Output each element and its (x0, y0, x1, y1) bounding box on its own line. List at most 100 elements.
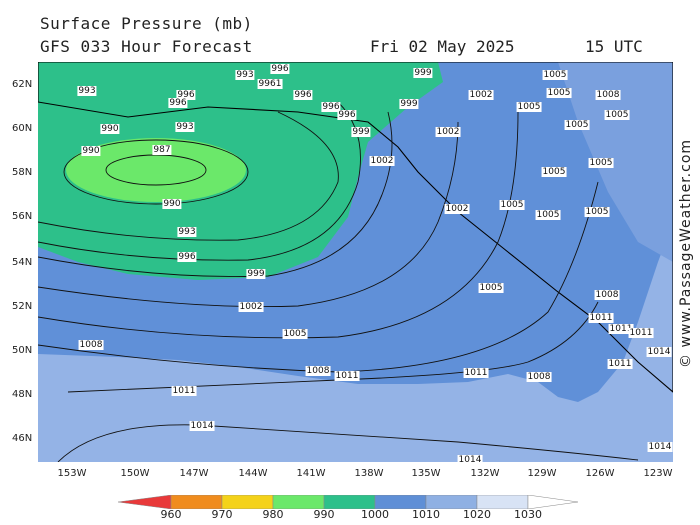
low-pressure-core (66, 138, 246, 202)
pressure-band-east (558, 62, 673, 262)
lat-label: 54N (12, 257, 33, 268)
legend-label: 970 (211, 508, 233, 521)
legend-swatch (170, 494, 223, 510)
legend-label: 990 (313, 508, 335, 521)
isobar-label: 1014 (646, 347, 672, 357)
isobar-label: 1005 (516, 102, 542, 112)
lon-label: 141W (296, 468, 326, 479)
isobar-label: 1005 (282, 329, 308, 339)
isobar-1011 (67, 301, 599, 393)
isobar-label: 1002 (435, 127, 461, 137)
isobar-996 (38, 101, 361, 261)
lon-label: 126W (585, 468, 615, 479)
isobar-label: 1014 (457, 455, 483, 462)
isobar-label: 1005 (604, 110, 630, 120)
isobar-label: 1011 (171, 386, 197, 396)
isobar-label: 1005 (542, 70, 568, 80)
isobar-label: 1008 (595, 90, 621, 100)
lon-label: 129W (527, 468, 557, 479)
isobar-1008 (38, 181, 599, 373)
isobar-label: 996 (337, 110, 357, 120)
legend-swatch (323, 494, 376, 510)
isobar-label: 1005 (546, 88, 572, 98)
lat-label: 56N (12, 211, 33, 222)
legend-swatch (374, 494, 427, 510)
isobar-label: 993 (235, 70, 255, 80)
legend-label: 1030 (514, 508, 542, 521)
isobar-label: 9961 (257, 79, 283, 89)
legend-swatch (425, 494, 478, 510)
isobar-label: 993 (77, 86, 97, 96)
legend-swatch (527, 494, 579, 510)
legend-bar (117, 494, 579, 510)
legend-swatch (221, 494, 274, 510)
isobar-label: 1014 (189, 421, 215, 431)
isobar-label: 1011 (607, 359, 633, 369)
isobar-label: 999 (413, 68, 433, 78)
lat-label: 52N (12, 301, 33, 312)
isobar-label: 999 (351, 127, 371, 137)
isobar-label: 1005 (584, 207, 610, 217)
isobar-990 (63, 139, 249, 205)
isobar-label: 990 (100, 124, 120, 134)
isobar-label: 1014 (647, 442, 673, 452)
lat-label: 62N (12, 79, 33, 90)
legend-label: 1020 (463, 508, 491, 521)
isobar-993 (38, 111, 339, 241)
lat-label: 50N (12, 345, 33, 356)
map-subtitle: GFS 033 Hour Forecast (40, 37, 253, 56)
pressure-map[interactable]: 987 990 993 996 999 1002 1005 1008 1008 1011 1011 1… (38, 62, 673, 462)
isobar-label: 993 (177, 227, 197, 237)
lon-label: 132W (470, 468, 500, 479)
legend-label: 960 (160, 508, 182, 521)
isobar-label: 996 (177, 252, 197, 262)
lat-label: 46N (12, 433, 33, 444)
lon-label: 150W (120, 468, 150, 479)
isobar-label: 987 (152, 145, 172, 155)
lon-label: 144W (238, 468, 268, 479)
isobar-label: 1011 (334, 371, 360, 381)
isobar-label: 1011 (608, 324, 634, 334)
lat-label: 48N (12, 389, 33, 400)
isobar-label: 996 (168, 98, 188, 108)
forecast-time: 15 UTC (585, 37, 643, 56)
lon-label: 153W (57, 468, 87, 479)
isobar-label: 1002 (444, 204, 470, 214)
legend-label: 980 (262, 508, 284, 521)
color-scale-legend (117, 494, 580, 513)
isobar-1002 (38, 121, 459, 308)
lat-label: 58N (12, 167, 33, 178)
isobar-label: 1011 (463, 368, 489, 378)
isobar-label: 1005 (541, 167, 567, 177)
legend-swatch (272, 494, 325, 510)
isobar-label: 996 (293, 90, 313, 100)
legend-label: 1000 (361, 508, 389, 521)
isobar-label: 996 (270, 64, 290, 74)
isobar-label: 1002 (369, 156, 395, 166)
isobar-label: 996 (176, 90, 196, 100)
isobar-label: 999 (246, 269, 266, 279)
isobar-label: 1005 (535, 210, 561, 220)
isobar-label: 1005 (478, 283, 504, 293)
isobar-label: 996 (321, 102, 341, 112)
lon-label: 123W (643, 468, 673, 479)
lon-label: 138W (354, 468, 384, 479)
legend-label: 1010 (412, 508, 440, 521)
isobar-label: 1011 (588, 313, 614, 323)
isobar-label: 990 (81, 146, 101, 156)
copyright-text: © www.PassageWeather.com (678, 138, 694, 368)
isobar-label: 1005 (564, 120, 590, 130)
isobar-label: 1002 (238, 302, 264, 312)
forecast-date: Fri 02 May 2025 (370, 37, 515, 56)
isobar-label: 990 (162, 199, 182, 209)
lon-label: 147W (179, 468, 209, 479)
coastline (38, 62, 673, 393)
legend-swatch (476, 494, 529, 510)
map-title: Surface Pressure (mb) (40, 14, 253, 33)
isobar-987 (105, 154, 207, 186)
isobar-label: 1005 (499, 200, 525, 210)
lat-label: 60N (12, 123, 33, 134)
isobar-label: 1008 (526, 372, 552, 382)
isobar-label: 1008 (305, 366, 331, 376)
isobar-label: 1008 (594, 290, 620, 300)
